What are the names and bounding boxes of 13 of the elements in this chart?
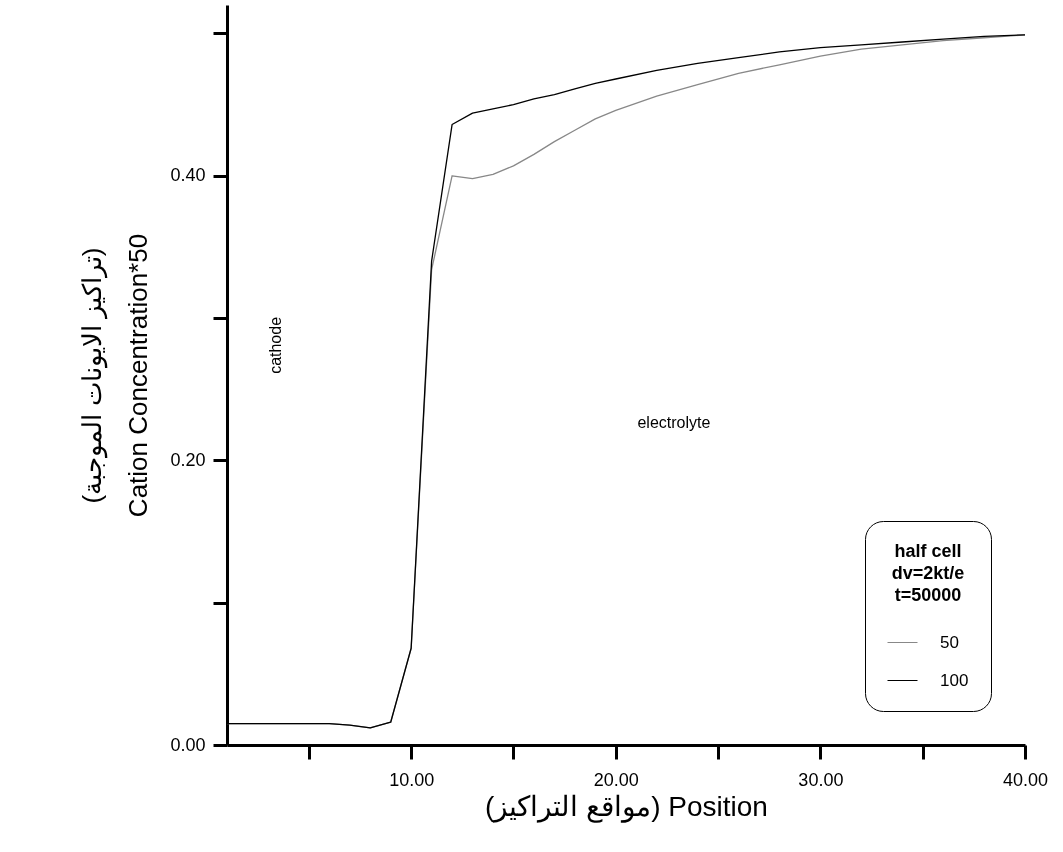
legend-label: 50 (940, 632, 959, 652)
x-tick-label: 30.00 (798, 769, 844, 790)
annotation: cathode (267, 316, 285, 374)
annotation: electrolyte (637, 414, 711, 432)
legend-title: half cell dv=2kt/e t=50000 (891, 541, 965, 605)
x-tick-label: 40.00 (1002, 769, 1049, 790)
y-tick-label: 0.20 (170, 449, 206, 470)
x-axis-title: (مواقع التراكيز) Position (485, 790, 768, 823)
x-tick-label: 10.00 (389, 769, 435, 790)
x-tick-label: 20.00 (593, 769, 639, 790)
y-tick-label: 0.00 (170, 734, 206, 755)
y-tick-label: 0.40 (170, 165, 206, 186)
legend-label: 100 (940, 670, 969, 690)
